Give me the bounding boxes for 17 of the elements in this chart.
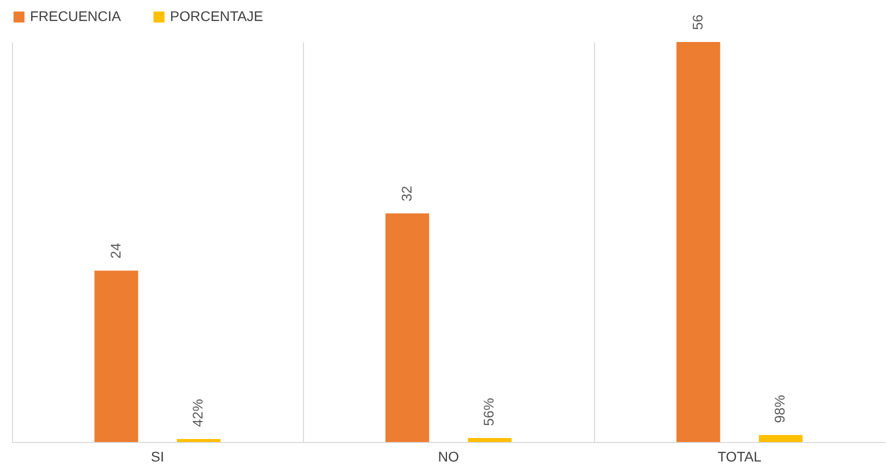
bar — [176, 439, 221, 442]
data-label: 98% — [772, 394, 788, 423]
data-label: 32 — [398, 186, 414, 202]
legend-label: FRECUENCIA — [30, 8, 122, 24]
x-tick-label: NO — [438, 448, 460, 464]
bar — [468, 438, 512, 442]
data-label: 56 — [689, 14, 706, 30]
data-label: 42% — [190, 398, 206, 427]
bar — [758, 435, 803, 442]
bar — [94, 270, 138, 442]
bar — [385, 213, 430, 442]
x-tick-label: TOTAL — [718, 448, 762, 464]
data-label: 56% — [480, 398, 497, 426]
x-tick-label: SI — [150, 448, 164, 464]
legend-label: PORCENTAJE — [170, 8, 264, 24]
data-label: 24 — [107, 242, 124, 259]
bar — [676, 42, 720, 442]
